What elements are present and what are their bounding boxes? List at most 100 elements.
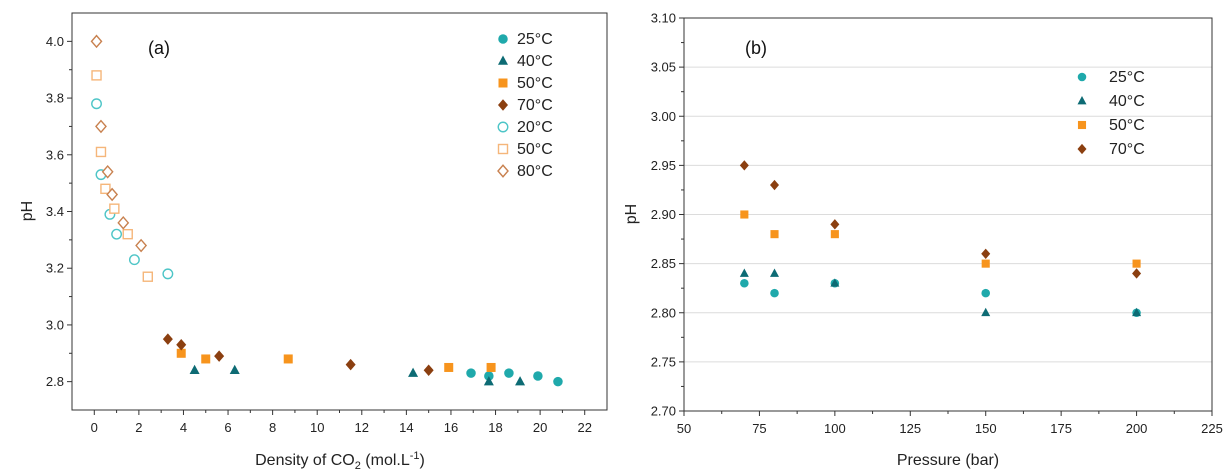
data-point — [176, 348, 186, 358]
y-tick-label: 2.95 — [651, 158, 676, 173]
data-point — [484, 371, 494, 381]
data-point — [1132, 307, 1142, 317]
legend-label: 70°C — [517, 97, 553, 114]
data-point — [109, 203, 120, 214]
x-axis-title-a-main: Density of CO — [255, 452, 355, 469]
x-tick-label: 4 — [180, 420, 187, 435]
data-point — [466, 368, 476, 378]
legend-label: 20°C — [517, 119, 553, 136]
x-tick-label: 100 — [824, 421, 846, 436]
x-tick-label: 14 — [399, 420, 413, 435]
data-point — [201, 354, 211, 364]
legend-marker — [497, 164, 509, 178]
y-tick-label: 4.0 — [46, 34, 64, 49]
x-axis-b: 50 75 100 125 150 175 200 225 — [677, 411, 1223, 436]
legend-label: 40°C — [517, 53, 553, 70]
x-axis-title-b: Pressure (bar) — [897, 452, 999, 469]
x-tick-label: 10 — [310, 420, 324, 435]
data-point — [1132, 259, 1141, 268]
data-point — [95, 119, 107, 134]
data-point — [162, 333, 173, 345]
x-tick-label: 6 — [224, 420, 231, 435]
plot-frame-a — [71, 12, 608, 411]
legend-label: 40°C — [1109, 93, 1145, 110]
legend-label: 50°C — [517, 141, 553, 158]
data-point — [101, 164, 114, 179]
data-point — [111, 228, 123, 240]
legend-marker — [1077, 72, 1087, 82]
legend-marker — [1077, 143, 1087, 155]
data-point — [162, 268, 174, 280]
x-tick-label: 22 — [577, 420, 591, 435]
x-tick-label: 200 — [1126, 421, 1148, 436]
data-point — [91, 70, 102, 81]
data-point — [128, 254, 140, 266]
legend-label: 70°C — [1109, 141, 1145, 158]
y-axis-a: 2.8 3.0 3.2 3.4 3.6 3.8 4.0 — [46, 34, 72, 389]
legend-marker — [1077, 120, 1087, 130]
y-tick-label: 3.4 — [46, 204, 64, 219]
x-tick-label: 16 — [444, 420, 458, 435]
data-point — [553, 376, 563, 387]
y-tick-label: 3.10 — [651, 11, 676, 26]
y-axis-title-b: pH — [623, 204, 640, 224]
legend-marker — [1077, 96, 1087, 105]
data-point — [486, 362, 496, 372]
y-tick-label: 3.8 — [46, 91, 64, 106]
data-point — [740, 279, 749, 288]
legend-b: 25°C 40°C 50°C 70°C — [1077, 69, 1145, 158]
data-point — [444, 362, 454, 372]
data-point — [176, 339, 187, 351]
y-axis-b: 2.70 2.75 2.80 2.85 2.90 2.95 3.00 3.05 3.10 — [651, 11, 684, 419]
x-tick-label: 50 — [677, 421, 691, 436]
data-point — [515, 376, 526, 386]
x-tick-label: 0 — [91, 420, 98, 435]
x-tick-label: 18 — [488, 420, 502, 435]
data-point — [345, 358, 356, 371]
data-point — [91, 98, 102, 110]
y-tick-label: 2.90 — [651, 207, 676, 222]
legend-marker — [497, 143, 509, 155]
legend-marker — [498, 78, 508, 88]
data-point — [504, 368, 514, 378]
x-axis-title-a: Density of CO2 (mol.L-1) — [255, 450, 425, 472]
data-point — [981, 248, 991, 259]
data-point — [981, 259, 990, 268]
data-point — [1132, 268, 1142, 279]
x-axis-title-a-sub: 2 — [355, 460, 361, 472]
points-b — [739, 160, 1142, 318]
data-point — [95, 146, 107, 158]
y-tick-label: 3.0 — [46, 317, 64, 332]
data-point — [100, 183, 111, 195]
x-axis-title-a-close: ) — [420, 452, 425, 469]
data-point — [770, 288, 779, 298]
x-tick-label: 8 — [269, 420, 276, 435]
panel-label-b: (b) — [745, 38, 767, 58]
x-tick-label: 75 — [752, 421, 766, 436]
y-tick-label: 3.6 — [46, 147, 64, 162]
data-point — [739, 268, 749, 277]
data-point — [770, 268, 780, 277]
data-point — [142, 271, 153, 282]
legend-a: 25°C 40°C 50°C 70°C 20°C 50°C 80°C — [497, 31, 553, 180]
y-tick-label: 3.2 — [46, 261, 64, 276]
x-tick-label: 20 — [533, 420, 547, 435]
points-a — [90, 34, 563, 387]
panel-label-a: (a) — [148, 38, 170, 58]
data-point — [830, 278, 840, 287]
data-point — [981, 307, 991, 317]
y-tick-label: 2.85 — [651, 256, 676, 271]
y-tick-label: 2.70 — [651, 404, 676, 419]
x-axis-title-a-sup: -1 — [410, 450, 420, 462]
legend-label: 50°C — [517, 75, 553, 92]
y-tick-label: 2.8 — [46, 374, 64, 389]
x-axis-title-a-unit: (mol.L — [361, 452, 410, 469]
legend-marker — [498, 99, 508, 111]
x-tick-label: 2 — [135, 420, 142, 435]
data-point — [90, 34, 103, 49]
data-point — [106, 187, 119, 202]
data-point — [189, 364, 200, 375]
grid-b — [684, 17, 1212, 412]
data-point — [770, 179, 780, 191]
